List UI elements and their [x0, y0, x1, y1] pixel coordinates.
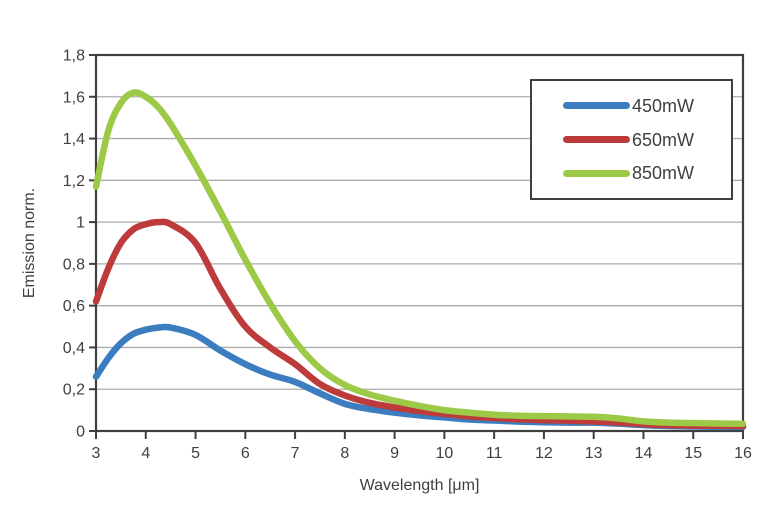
y-tick-label: 1,8 — [63, 48, 85, 65]
legend-label-650mw: 650mW — [632, 129, 695, 150]
series-line-650mw — [92, 218, 747, 430]
y-tick-label: 0,4 — [63, 340, 85, 357]
x-tick-label: 16 — [734, 445, 752, 462]
y-tick-label: 0,6 — [63, 298, 85, 315]
legend: 450mW 650mW 850mW — [530, 79, 733, 200]
y-tick-label: 1 — [76, 215, 85, 232]
series-line-850mw — [92, 89, 747, 427]
y-axis-title: Emission norm. — [21, 187, 38, 299]
x-tick-label: 4 — [141, 445, 150, 462]
legend-row-850mw: 850mW — [563, 164, 731, 182]
x-tick-label: 6 — [241, 445, 250, 462]
x-axis-title: Wavelength [μm] — [359, 477, 480, 494]
y-tick-label: 0 — [76, 424, 85, 441]
y-tick-label: 0,2 — [63, 382, 85, 399]
x-tick-label: 9 — [390, 445, 399, 462]
x-tick-label: 11 — [486, 445, 503, 462]
y-tick-label: 1,4 — [63, 131, 85, 148]
y-tick-label: 0,8 — [63, 256, 85, 273]
y-tick-label: 1,2 — [63, 173, 85, 190]
x-tick-label: 15 — [684, 445, 702, 462]
legend-label-450mw: 450mW — [632, 95, 695, 116]
legend-row-450mw: 450mW — [563, 97, 731, 115]
legend-swatch-850mw — [563, 169, 630, 177]
x-tick-label: 5 — [191, 445, 200, 462]
x-tick-label: 14 — [635, 445, 653, 462]
x-tick-label: 7 — [291, 445, 300, 462]
x-tick-label: 12 — [535, 445, 553, 462]
legend-swatch-450mw — [563, 102, 630, 110]
legend-label-850mw: 850mW — [632, 163, 695, 184]
x-tick-label: 10 — [435, 445, 453, 462]
legend-row-650mw: 650mW — [563, 131, 731, 149]
y-tick-label: 1,6 — [63, 89, 85, 106]
legend-swatch-650mw — [563, 136, 630, 143]
x-tick-label: 8 — [340, 445, 349, 462]
x-tick-label: 3 — [92, 445, 101, 462]
x-tick-label: 13 — [585, 445, 603, 462]
